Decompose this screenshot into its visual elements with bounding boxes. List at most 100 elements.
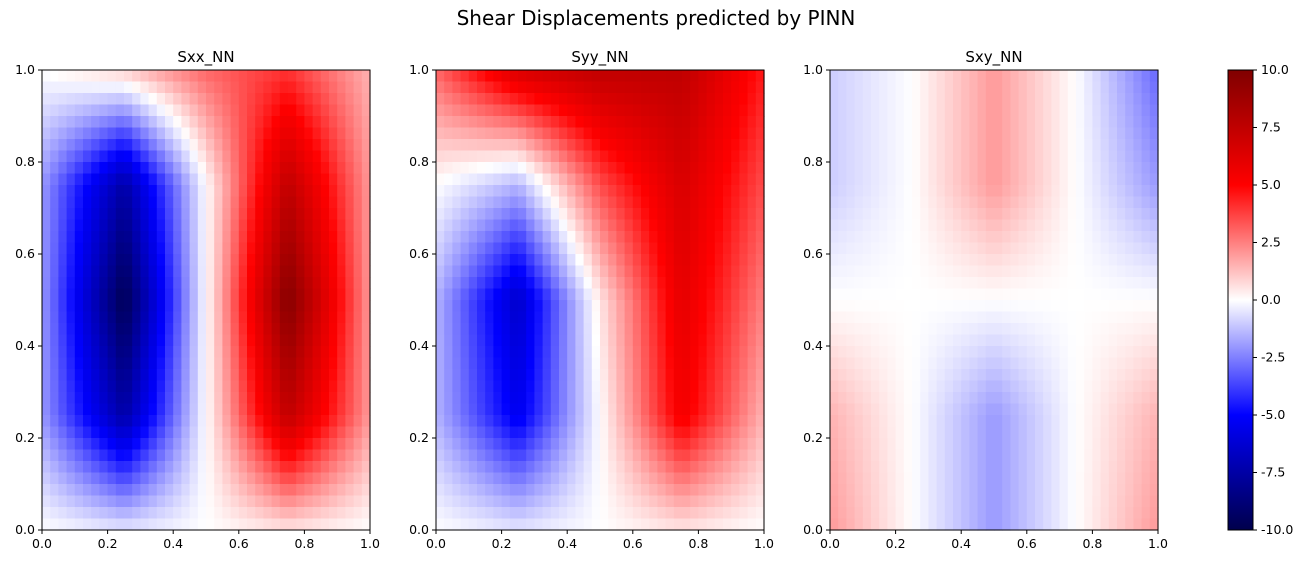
heatmap-cell [477, 288, 486, 301]
heatmap-cell [953, 415, 962, 428]
heatmap-cell [115, 116, 125, 129]
heatmap-cell [353, 357, 363, 370]
heatmap-cell [197, 162, 207, 175]
heatmap-cell [460, 369, 470, 382]
heatmap-cell [444, 426, 453, 439]
heatmap-cell [477, 323, 486, 336]
heatmap-cell [1051, 426, 1061, 439]
heatmap-cell [115, 300, 125, 313]
heatmap-cell [994, 311, 1003, 324]
heatmap-cell [985, 357, 995, 370]
heatmap-cell [156, 127, 166, 140]
heatmap-cell [132, 495, 141, 508]
heatmap-cell [723, 127, 732, 140]
heatmap-cell [985, 426, 995, 439]
heatmap-cell [230, 219, 240, 232]
heatmap-cell [189, 150, 199, 163]
heatmap-cell [665, 357, 675, 370]
heatmap-cell [928, 495, 938, 508]
heatmap-cell [731, 495, 740, 508]
heatmap-cell [920, 81, 929, 94]
heatmap-cell [99, 127, 109, 140]
heatmap-cell [296, 196, 305, 209]
heatmap-cell [304, 461, 314, 474]
heatmap-cell [1149, 104, 1159, 117]
heatmap-cell [263, 277, 273, 290]
heatmap-cell [985, 93, 995, 106]
heatmap-cell [723, 173, 732, 186]
heatmap-cell [1002, 334, 1011, 347]
heatmap-cell [641, 357, 650, 370]
heatmap-cell [518, 357, 527, 370]
heatmap-cell [271, 288, 281, 301]
heatmap-cell [600, 139, 609, 152]
heatmap-cell [329, 139, 338, 152]
heatmap-cell [1010, 311, 1020, 324]
heatmap-cell [1035, 104, 1044, 117]
heatmap-cell [1084, 426, 1093, 439]
heatmap-cell [706, 81, 716, 94]
heatmap-cell [50, 219, 59, 232]
heatmap-cell [608, 449, 617, 462]
heatmap-cell [255, 311, 264, 324]
heatmap-cell [1035, 392, 1044, 405]
heatmap-cell [871, 403, 880, 416]
heatmap-cell [460, 265, 470, 278]
heatmap-cell [1067, 311, 1077, 324]
heatmap-cell [1125, 300, 1134, 313]
heatmap-cell [288, 449, 297, 462]
heatmap-cell [329, 403, 338, 416]
heatmap-cell [1076, 495, 1085, 508]
heatmap-cell [1092, 380, 1102, 393]
heatmap-cell [124, 392, 133, 405]
heatmap-cell [197, 518, 207, 531]
heatmap-cell [600, 162, 609, 175]
heatmap-cell [1149, 208, 1159, 221]
heatmap-cell [115, 472, 125, 485]
heatmap-cell [559, 81, 568, 94]
heatmap-cell [279, 104, 289, 117]
heatmap-cell [936, 185, 946, 198]
heatmap-cell [616, 104, 626, 117]
heatmap-cell [846, 208, 856, 221]
heatmap-cell [936, 495, 946, 508]
plot-frame [829, 69, 1159, 531]
heatmap-cell [903, 507, 913, 520]
heatmap-cell [156, 208, 166, 221]
heatmap-cell [534, 438, 544, 451]
heatmap-cell [206, 265, 215, 278]
heatmap-cell [214, 254, 223, 267]
heatmap-cell [173, 70, 182, 83]
heatmap-cell [830, 116, 839, 129]
heatmap-cell [436, 139, 445, 152]
heatmap-cell [181, 369, 191, 382]
heatmap-cell [460, 484, 470, 497]
heatmap-cell [969, 93, 979, 106]
heatmap-cell [673, 461, 683, 474]
heatmap-cell [690, 357, 699, 370]
heatmap-cell [1076, 208, 1085, 221]
heatmap-cell [197, 70, 207, 83]
heatmap-cell [994, 70, 1003, 83]
heatmap-cell [994, 300, 1003, 313]
heatmap-cell [1100, 438, 1110, 451]
heatmap-cell [214, 403, 223, 416]
heatmap-cell [91, 415, 100, 428]
heatmap-cell [255, 334, 264, 347]
heatmap-cell [501, 472, 511, 485]
heatmap-cell [230, 70, 240, 83]
heatmap-cell [485, 357, 494, 370]
heatmap-cell [345, 449, 355, 462]
heatmap-cell [747, 484, 757, 497]
heatmap-cell [994, 369, 1003, 382]
heatmap-cell [206, 380, 215, 393]
heatmap-cell [296, 254, 305, 267]
heatmap-cell [862, 461, 872, 474]
heatmap-cell [509, 311, 519, 324]
heatmap-cell [444, 484, 453, 497]
heatmap-cell [755, 173, 765, 186]
heatmap-cell [173, 81, 182, 94]
heatmap-cell [320, 208, 330, 221]
heatmap-cell [714, 415, 724, 428]
heatmap-cell [665, 277, 675, 290]
